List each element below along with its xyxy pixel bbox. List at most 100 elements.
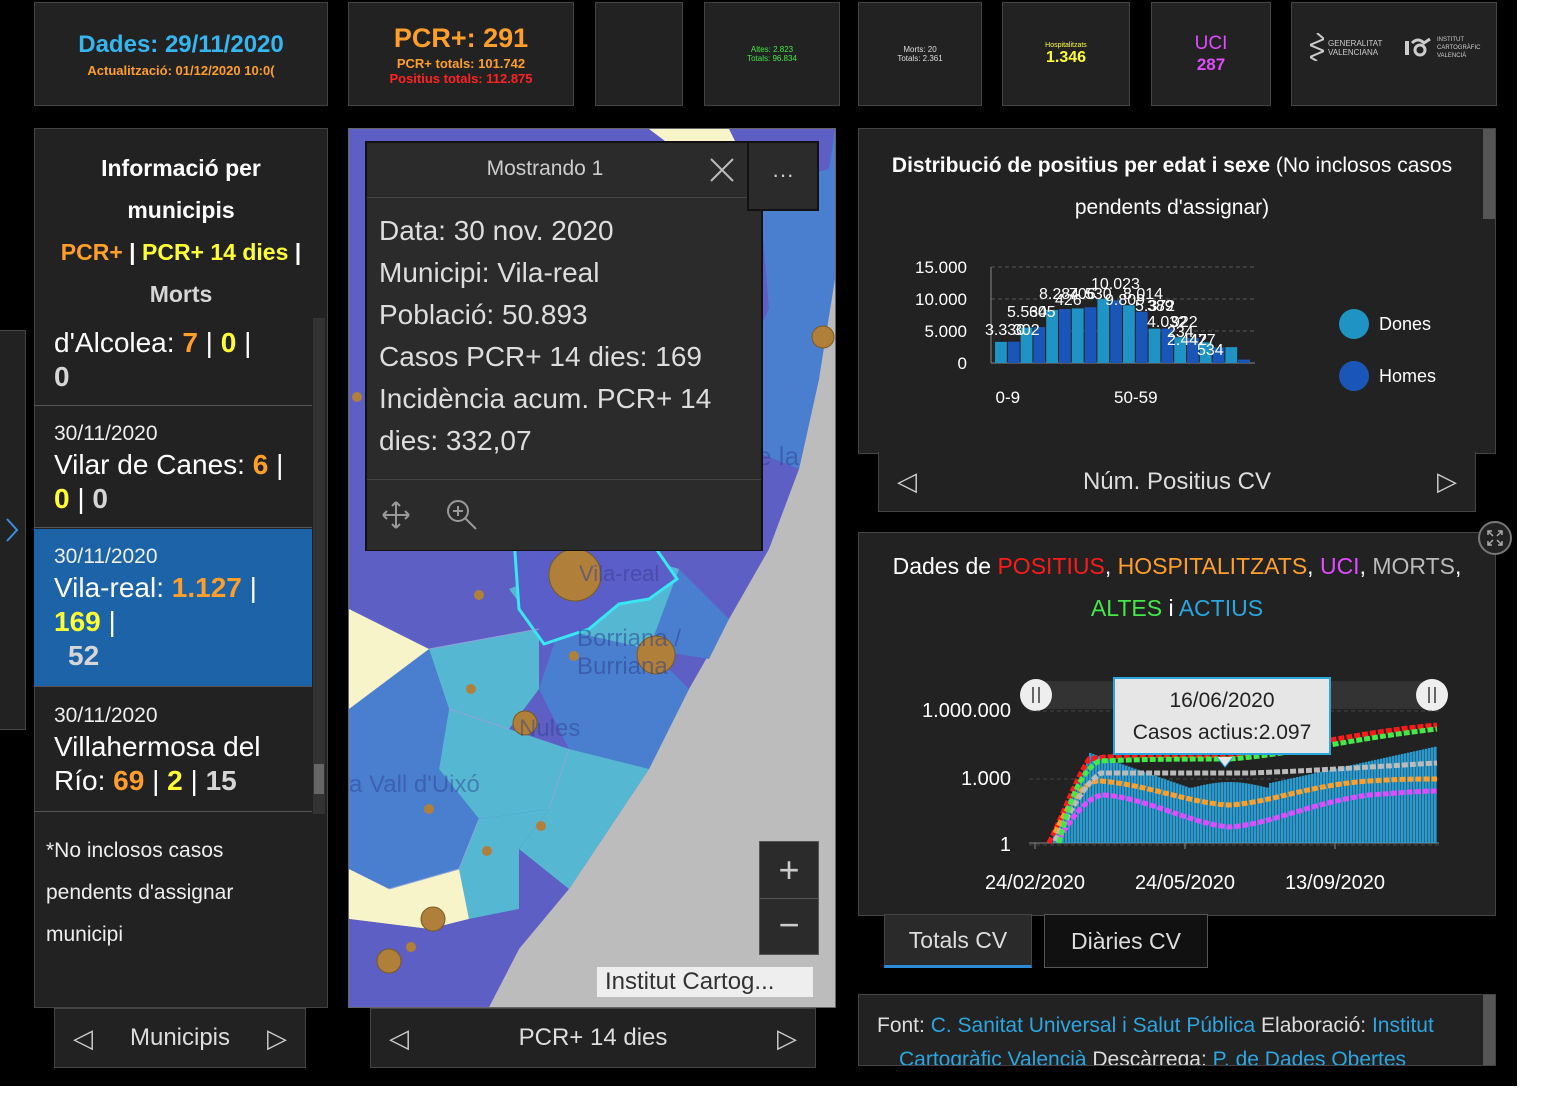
elaboration-link-2[interactable]: Cartogràfic Valencià (899, 1048, 1087, 1066)
zoom-out-button[interactable]: − (778, 904, 800, 945)
discharges-value: Altes: 2.823 (750, 45, 794, 54)
item-deaths: 0 (54, 361, 70, 392)
bar (1123, 305, 1135, 363)
age-chart-title: Distribució de positius per edat i sexe … (877, 145, 1467, 229)
legend-sep-1: | (129, 239, 136, 265)
collapsed-side-tab[interactable] (0, 330, 26, 730)
active-bar (1284, 779, 1287, 843)
item-sep: | (249, 572, 257, 603)
popup-content: Data: 30 nov. 2020 Municipi: Vila-real P… (367, 198, 761, 478)
active-bar (1422, 749, 1425, 843)
time-chart-tooltip: 16/06/2020 Casos actius:2.097 (1113, 677, 1331, 755)
zoom-in-button[interactable]: + (760, 842, 818, 899)
bar (1148, 328, 1161, 363)
data-label: 2.442 (1167, 332, 1207, 349)
x-tick-label: 0-9 (996, 388, 1021, 407)
active-bar (1428, 748, 1431, 843)
bar (1071, 308, 1084, 363)
active-bar (1323, 771, 1326, 843)
source-label: Font: (877, 1014, 925, 1037)
tab-daily[interactable]: Diàries CV (1044, 914, 1208, 968)
active-bar (1215, 782, 1218, 843)
active-bar (1122, 764, 1125, 843)
source-scrollbar[interactable] (1483, 995, 1495, 1065)
tab-totals[interactable]: Totals CV (884, 914, 1032, 968)
active-bar (1386, 757, 1389, 843)
active-bar (1236, 782, 1239, 843)
list-item[interactable]: d'Alcolea: 7 | 0 | 0 (34, 318, 312, 406)
item-sep: | (205, 327, 213, 358)
prev-arrow-icon[interactable]: ◁ (73, 1022, 93, 1053)
source-link[interactable]: C. Sanitat Universal i Salut Pública (930, 1014, 1256, 1037)
list-item[interactable]: 30/11/2020 Vilar de Canes: 6 | 0 | 0 (34, 406, 312, 528)
list-item-selected[interactable]: 30/11/2020 Vila-real: 1.127 | 169 | 52 (34, 529, 312, 687)
active-bar (1407, 752, 1410, 843)
y-tick-label: 0 (958, 354, 967, 373)
elaboration-link[interactable]: Institut (1371, 1014, 1434, 1037)
active-bar (1260, 786, 1263, 843)
prev-arrow-icon[interactable]: ◁ (389, 1022, 409, 1053)
data-label: 605 (1029, 304, 1056, 321)
active-bar (1131, 767, 1134, 843)
municipality-scrollbar[interactable] (313, 318, 325, 814)
discharges-indicator: Altes: 2.823 Totals: 96.834 (704, 2, 840, 106)
map-label-nules: Nules (519, 715, 581, 742)
popup-line-population: Població: 50.893 (379, 299, 588, 330)
expand-icon[interactable] (1480, 523, 1510, 553)
prev-arrow-icon[interactable]: ◁ (897, 466, 917, 496)
data-label: 534 (1197, 342, 1224, 359)
active-bar (1143, 771, 1146, 843)
popup-line-date: Data: 30 nov. 2020 (379, 215, 614, 246)
age-chart-scrollbar[interactable] (1483, 129, 1495, 219)
bar (1059, 309, 1071, 363)
active-bar (1371, 760, 1374, 843)
bar (1097, 298, 1110, 363)
next-arrow-icon[interactable]: ▷ (267, 1022, 287, 1053)
move-icon[interactable] (381, 500, 411, 530)
legend-sep-2: | (294, 239, 302, 265)
active-bar (1212, 783, 1215, 843)
source-text: Font: C. Sanitat Universal i Salut Públi… (877, 1009, 1477, 1066)
range-handle (1416, 679, 1448, 711)
more-icon[interactable]: ··· (772, 162, 794, 187)
active-bar (1383, 757, 1386, 843)
legend-pcr14: PCR+ 14 dies (142, 239, 289, 265)
popup-more-button[interactable]: ··· (747, 141, 819, 211)
item-name: Villahermosa del Río: (54, 731, 261, 796)
municipality-panel-title: Informació per municipis PCR+ | PCR+ 14 … (35, 147, 327, 315)
active-bar (1395, 755, 1398, 843)
active-bar (1248, 783, 1251, 843)
close-icon[interactable] (709, 157, 735, 183)
zoom-to-icon[interactable] (445, 498, 479, 532)
active-bar (1302, 775, 1305, 843)
time-chart-panel: Dades de POSITIUS, HOSPITALITZATS, UCI, … (858, 532, 1496, 916)
series-label-positius: POSITIUS (997, 553, 1105, 579)
item-deaths: 15 (205, 765, 237, 796)
map-attribution[interactable]: Institut Cartog... (597, 967, 813, 997)
panel-title-line2: municipis (127, 197, 235, 223)
popup-line-incidence: Incidència acum. PCR+ 14 dies: 332,07 (379, 383, 712, 456)
expand-arrow-icon[interactable] (5, 517, 19, 543)
download-link[interactable]: P. de Dades Obertes (1212, 1048, 1407, 1066)
map-panel[interactable]: Vila-real Borriana / Burriana Nules a Va… (348, 128, 836, 1008)
data-label: 3.330 (985, 322, 1025, 339)
list-item[interactable]: 30/11/2020 Villahermosa del Río: 69 | 2 … (34, 688, 312, 812)
item-name: d'Alcolea: (54, 327, 175, 358)
legend-women: Dones (1339, 309, 1431, 339)
active-bar (1245, 783, 1248, 843)
x-tick-label: 13/09/2020 (1285, 872, 1385, 894)
tooltip-pointer (1216, 756, 1234, 768)
next-arrow-icon[interactable]: ▷ (777, 1022, 797, 1053)
y-tick-label: 10.000 (915, 290, 967, 309)
item-sep: | (108, 606, 116, 637)
active-bar (1329, 769, 1332, 843)
dashboard: Dades: 29/11/2020 Actualització: 01/12/2… (0, 0, 1517, 1086)
scrollbar-thumb[interactable] (314, 764, 324, 794)
active-bar (1152, 775, 1155, 843)
age-chart-title-normal: (No inclosos casos pendents d'assignar) (1074, 154, 1453, 219)
bar (1161, 328, 1174, 363)
active-bar (1218, 782, 1221, 843)
next-arrow-icon[interactable]: ▷ (1437, 466, 1457, 496)
time-chart[interactable]: 1.000.000 1.000 1 24/02/2020 24/05/2020 13/09… (889, 663, 1489, 903)
fullscreen-button[interactable] (1478, 521, 1512, 555)
